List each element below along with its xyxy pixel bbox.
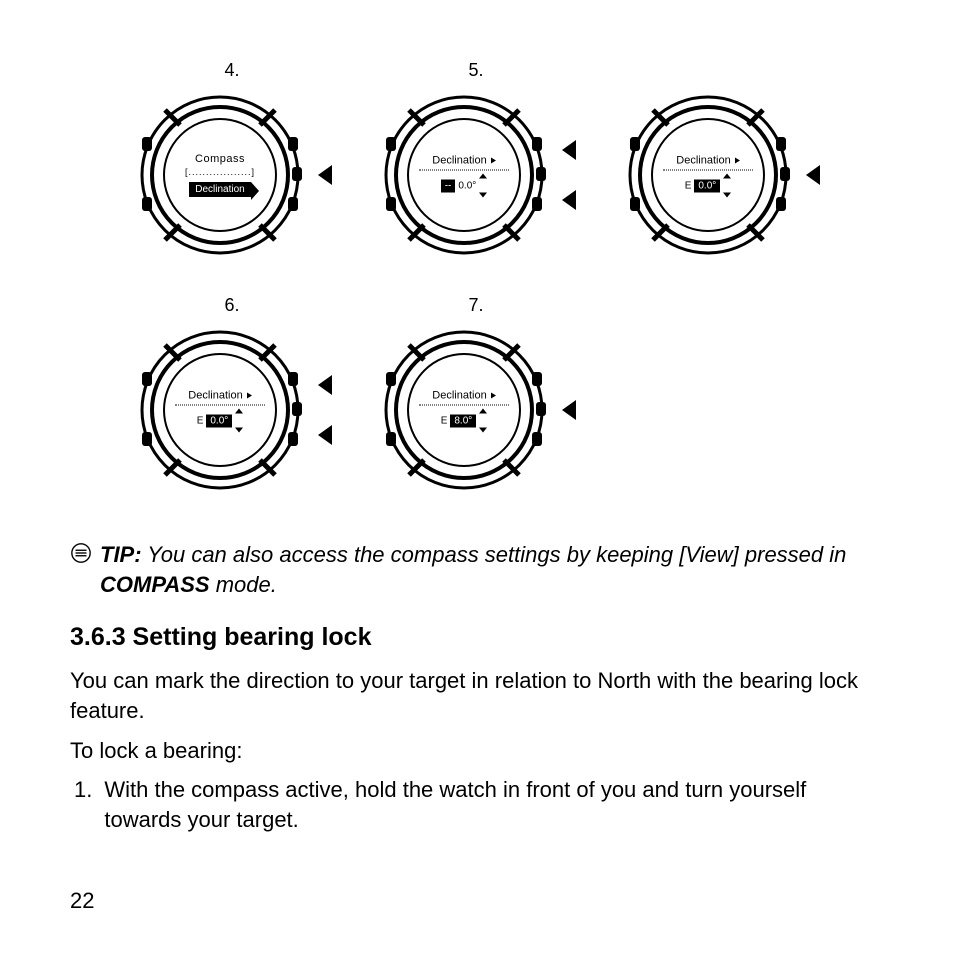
arrow-indicator xyxy=(318,375,334,445)
declination-label: Declination xyxy=(676,155,730,167)
triangle-right-icon xyxy=(735,158,740,164)
triangle-right-icon xyxy=(247,393,252,399)
triangle-up-icon xyxy=(723,174,731,179)
triangle-down-icon xyxy=(723,193,731,198)
arrow-left-icon xyxy=(318,165,332,185)
page-number: 22 xyxy=(70,888,94,914)
arrow-left-icon xyxy=(562,400,576,420)
triangle-up-icon xyxy=(235,409,243,414)
tip-body: You can also access the compass settings… xyxy=(147,542,846,567)
declination-bar: Declination xyxy=(189,182,250,197)
step-number: 7. xyxy=(468,295,483,316)
compass-label: Compass xyxy=(175,153,265,165)
watch-step-6: 6. Declination E 0.0° xyxy=(130,295,334,500)
direction-value: E xyxy=(441,415,448,426)
triangle-up-icon xyxy=(479,174,487,179)
triangle-down-icon xyxy=(235,428,243,433)
dotted-separator xyxy=(663,170,753,171)
watch-diagrams: 4. Compass [..................] Declinat… xyxy=(130,60,884,500)
watch-step-5b: Declination E 0.0° xyxy=(618,60,822,265)
watch-illustration: Declination E 0.0° xyxy=(130,320,310,500)
triangle-down-icon xyxy=(479,428,487,433)
watch-illustration: Declination E 0.0° xyxy=(618,85,798,265)
triangle-down-icon xyxy=(479,193,487,198)
dots-under: [..................] xyxy=(175,167,265,177)
tip-text: TIP: You can also access the compass set… xyxy=(100,540,884,599)
watch-illustration: Declination -- 0.0° xyxy=(374,85,554,265)
watch-step-4: 4. Compass [..................] Declinat… xyxy=(130,60,334,265)
watch-row-2: 6. Declination E 0.0° xyxy=(130,295,884,500)
body-paragraph-2: To lock a bearing: xyxy=(70,736,884,766)
step-number: 5. xyxy=(468,60,483,81)
arrow-left-icon xyxy=(806,165,820,185)
arrow-left-icon xyxy=(318,375,332,395)
step-number-spacer xyxy=(717,60,722,81)
step-number: 4. xyxy=(224,60,239,81)
list-text: With the compass active, hold the watch … xyxy=(104,775,884,834)
arrow-left-icon xyxy=(562,190,576,210)
dotted-separator xyxy=(419,170,509,171)
arrow-left-icon xyxy=(318,425,332,445)
declination-label: Declination xyxy=(432,390,486,402)
tip-icon xyxy=(70,542,92,564)
step-number: 6. xyxy=(224,295,239,316)
arrow-indicator xyxy=(806,165,822,185)
degree-value: 0.0° xyxy=(458,180,476,191)
triangle-right-icon xyxy=(491,158,496,164)
watch-step-7: 7. Declination E 8.0° xyxy=(374,295,578,500)
direction-value: -- xyxy=(441,179,456,192)
tip-label: TIP: xyxy=(100,542,142,567)
dotted-separator xyxy=(175,405,265,406)
triangle-up-icon xyxy=(479,409,487,414)
watch-row-1: 4. Compass [..................] Declinat… xyxy=(130,60,884,265)
list-number: 1. xyxy=(74,775,92,834)
body-paragraph-1: You can mark the direction to your targe… xyxy=(70,666,884,725)
arrow-indicator xyxy=(562,400,578,420)
watch-illustration: Compass [..................] Declination xyxy=(130,85,310,265)
arrow-left-icon xyxy=(562,140,576,160)
direction-value: E xyxy=(197,415,204,426)
degree-value: 8.0° xyxy=(450,414,476,427)
arrow-indicator xyxy=(562,140,578,210)
tip-tail: mode. xyxy=(210,572,277,597)
degree-value: 0.0° xyxy=(694,179,720,192)
watch-step-5: 5. Declination -- 0.0° xyxy=(374,60,578,265)
dotted-separator xyxy=(419,405,509,406)
declination-label: Declination xyxy=(432,155,486,167)
list-item-1: 1. With the compass active, hold the wat… xyxy=(70,775,884,834)
watch-illustration: Declination E 8.0° xyxy=(374,320,554,500)
degree-value: 0.0° xyxy=(206,414,232,427)
compass-word: COMPASS xyxy=(100,572,210,597)
triangle-right-icon xyxy=(491,393,496,399)
arrow-indicator xyxy=(318,165,334,185)
tip-section: TIP: You can also access the compass set… xyxy=(70,540,884,599)
declination-label: Declination xyxy=(188,390,242,402)
section-heading: 3.6.3 Setting bearing lock xyxy=(70,623,884,652)
direction-value: E xyxy=(685,180,692,191)
